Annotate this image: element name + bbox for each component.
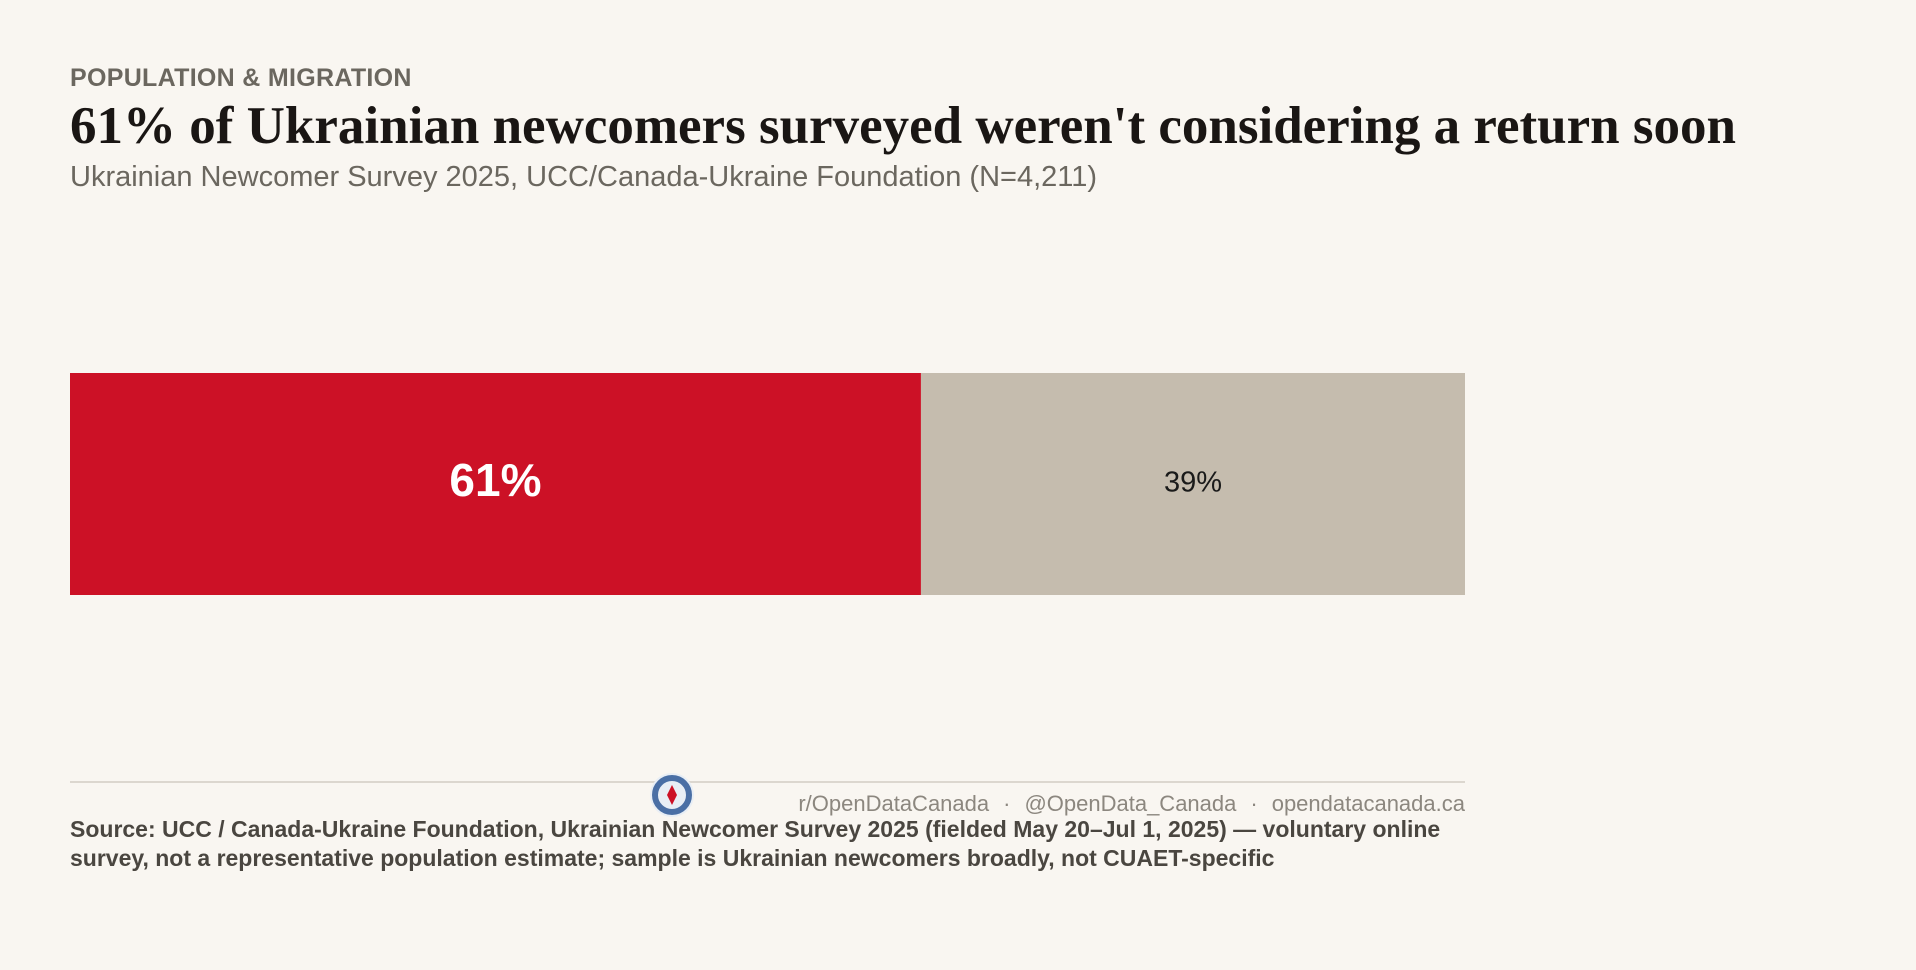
subtitle: Ukrainian Newcomer Survey 2025, UCC/Cana… [70,161,1098,193]
footer-link[interactable]: opendatacanada.ca [1271,791,1465,816]
title: 61% of Ukrainian newcomers surveyed were… [70,97,1736,155]
logo [650,773,694,817]
bar-segment [70,373,921,595]
separator: · [1003,791,1011,816]
bar-segment [920,373,1465,595]
value-label: 39% [1164,467,1222,499]
source-note: Source: UCC / Canada-Ukraine Foundation,… [70,816,1441,871]
footer-links: r/OpenDataCanada · @OpenData_Canada · openda… [798,791,1465,817]
value-label: 61% [449,454,541,506]
separator: · [1250,791,1258,816]
footer-link[interactable]: r/OpenDataCanada [798,791,990,816]
footer-link[interactable]: @OpenData_Canada [1024,791,1237,816]
kicker: POPULATION & MIGRATION [70,64,412,92]
